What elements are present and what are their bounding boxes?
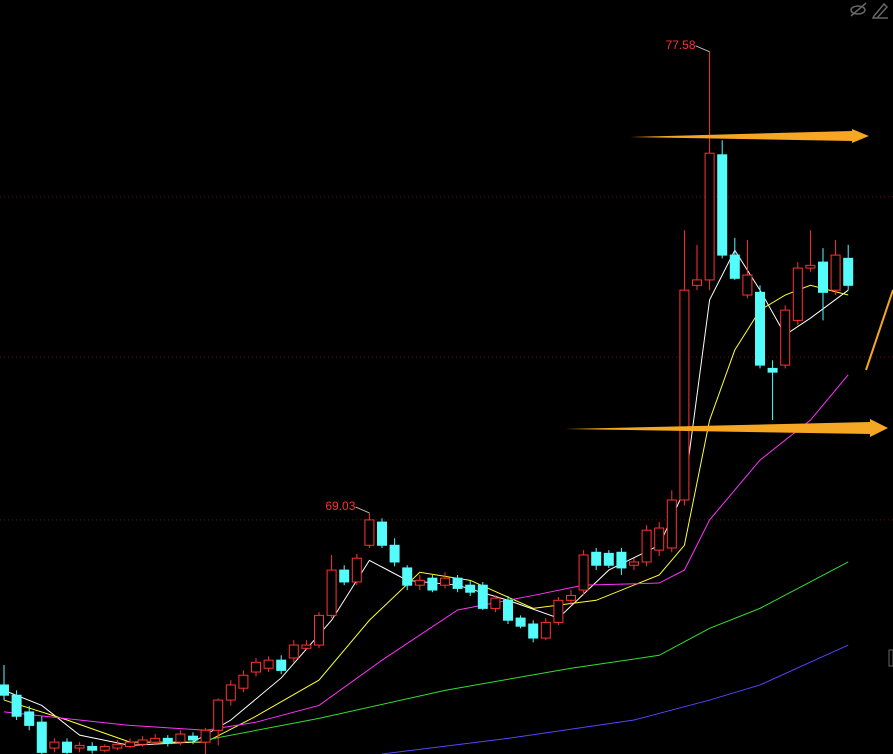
candle-body	[225, 684, 236, 701]
scroll-handle[interactable]	[888, 649, 893, 667]
candle-body	[616, 551, 627, 569]
candle-body	[629, 561, 639, 566]
candle-body	[578, 554, 589, 591]
candle-body	[99, 745, 110, 751]
candle-body	[603, 552, 614, 566]
candle-body	[389, 544, 400, 563]
candle-body	[692, 279, 702, 286]
candle-body	[830, 254, 841, 291]
orange-arrows	[565, 129, 893, 437]
candle-body	[314, 614, 324, 646]
candle-body	[503, 599, 513, 621]
candle-body	[755, 291, 765, 366]
ma-line	[381, 644, 849, 754]
candle-body	[818, 261, 828, 293]
candle-body	[87, 745, 98, 751]
candle-body	[263, 659, 274, 669]
candle-body	[414, 579, 425, 586]
candle-body	[162, 737, 173, 744]
candle-body	[36, 721, 47, 753]
candle-body	[440, 577, 450, 586]
annotations: 69.03 77.58	[325, 38, 710, 514]
candle-body	[515, 617, 526, 627]
ma-line	[205, 561, 849, 741]
candle-body	[112, 743, 123, 749]
candle-body	[188, 735, 198, 741]
candle-body	[654, 527, 665, 551]
candle-body	[24, 711, 35, 726]
candle-body	[62, 741, 72, 753]
candle-body	[137, 739, 148, 745]
edit-icon[interactable]	[871, 2, 889, 19]
candles	[0, 51, 854, 754]
arrow-line	[865, 289, 893, 371]
candle-body	[301, 644, 312, 649]
candle-body	[276, 659, 287, 671]
grid	[0, 196, 893, 521]
candle-body	[200, 729, 211, 743]
candle-body	[288, 644, 299, 659]
arrow	[565, 419, 888, 437]
annotation-leader	[695, 45, 710, 53]
candle-body	[213, 699, 224, 731]
candle-body	[452, 577, 463, 589]
eye-slash	[850, 2, 867, 17]
candle-body	[175, 733, 186, 743]
arrow	[630, 129, 869, 143]
candle-body	[566, 594, 576, 601]
high-label: 77.58	[666, 38, 696, 52]
toolbar-icons[interactable]	[850, 2, 893, 667]
annotation-leader	[355, 506, 370, 514]
candle-body	[402, 567, 413, 586]
candle-body	[490, 597, 501, 609]
candle-body	[238, 674, 249, 689]
candle-body	[540, 621, 551, 639]
candle-body	[679, 289, 690, 501]
high-label: 69.03	[325, 499, 355, 513]
candle-body	[339, 569, 350, 583]
candle-body	[767, 367, 778, 373]
candle-body	[150, 737, 161, 743]
candle-body	[465, 584, 476, 593]
candle-body	[729, 254, 740, 279]
eye-icon[interactable]	[850, 5, 866, 15]
candle-body	[528, 623, 539, 639]
candle-body	[364, 519, 375, 546]
candle-body	[704, 152, 715, 281]
candle-body	[251, 661, 261, 673]
candle-body	[0, 684, 9, 696]
candle-body	[351, 557, 362, 583]
candle-body	[125, 741, 135, 747]
candle-body	[553, 599, 564, 623]
candle-body	[780, 309, 791, 366]
candle-body	[641, 529, 652, 563]
candle-body	[666, 499, 677, 549]
candle-body	[717, 154, 728, 256]
candle-body	[427, 577, 438, 591]
candle-body	[326, 569, 337, 616]
candle-body	[11, 694, 22, 717]
candle-body	[792, 267, 803, 321]
candle-body	[591, 551, 602, 566]
candle-body	[377, 521, 387, 546]
candle-body	[477, 584, 488, 609]
candle-body	[49, 741, 60, 749]
candle-body	[843, 257, 854, 286]
candle-body	[805, 264, 816, 269]
candle-body	[74, 744, 85, 749]
candle-body	[742, 274, 753, 296]
